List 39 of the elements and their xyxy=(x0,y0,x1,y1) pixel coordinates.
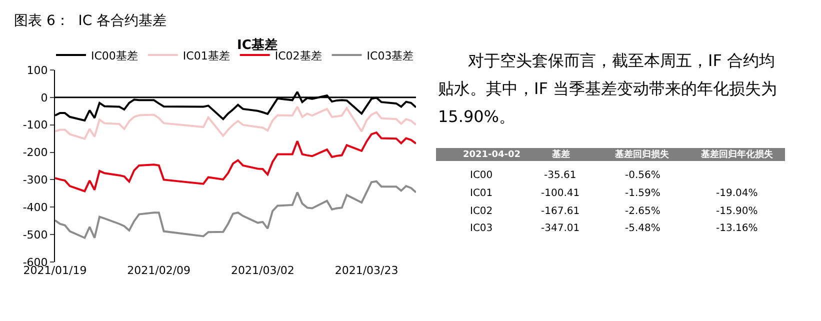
legend-label: IC03基差 xyxy=(366,49,414,62)
category-label: 基差回归损失 xyxy=(614,149,670,160)
category-label: IC00 xyxy=(470,170,493,181)
text: -15.90% xyxy=(716,206,758,217)
category-label: IC03 xyxy=(470,223,493,234)
text: -100.41 xyxy=(541,188,580,199)
legend-label: IC01基差 xyxy=(182,49,230,62)
y-tick-label: -500 xyxy=(22,228,48,242)
y-tick-label: -200 xyxy=(22,146,48,160)
category-label: 基差 xyxy=(551,149,570,160)
category-label: IC01 xyxy=(470,188,493,199)
y-tick-label: -100 xyxy=(22,118,48,132)
text: -5.48% xyxy=(625,223,660,234)
line-series xyxy=(55,180,416,239)
line-series xyxy=(55,106,416,140)
text: -0.56% xyxy=(625,170,660,181)
x-tick-label: 2021/02/09 xyxy=(127,264,191,277)
x-tick-label: 2021/03/02 xyxy=(230,264,294,277)
text: -35.61 xyxy=(544,170,576,181)
text: -19.04% xyxy=(716,188,758,199)
chart-title: IC基差 xyxy=(237,38,278,53)
text: -347.01 xyxy=(541,223,580,234)
text: 对于空头套保而言，截至本周五，IF 合约均贴水。其中，IF 当季基差变动带来的年化损失为15.90%。 xyxy=(438,51,778,126)
category-label: 2021-04-02 xyxy=(463,150,521,160)
text: -2.65% xyxy=(625,206,660,217)
text: -13.16% xyxy=(716,223,758,234)
y-tick-label: -300 xyxy=(22,174,48,187)
legend-label: IC00基差 xyxy=(91,49,138,62)
line-series xyxy=(55,132,416,192)
category-label: IC02 xyxy=(470,206,493,217)
y-tick-label: 100 xyxy=(26,64,48,77)
text: -1.59% xyxy=(625,188,660,199)
text: 图表 6： IC 各合约基差 xyxy=(14,13,167,29)
text: -167.61 xyxy=(541,206,580,217)
category-label: 基差回归年化损失 xyxy=(700,149,774,160)
legend-label: IC02基差 xyxy=(274,49,322,62)
x-tick-label: 2021/03/23 xyxy=(334,264,398,277)
y-tick-label: 0 xyxy=(40,91,48,104)
y-tick-label: -400 xyxy=(22,200,48,214)
